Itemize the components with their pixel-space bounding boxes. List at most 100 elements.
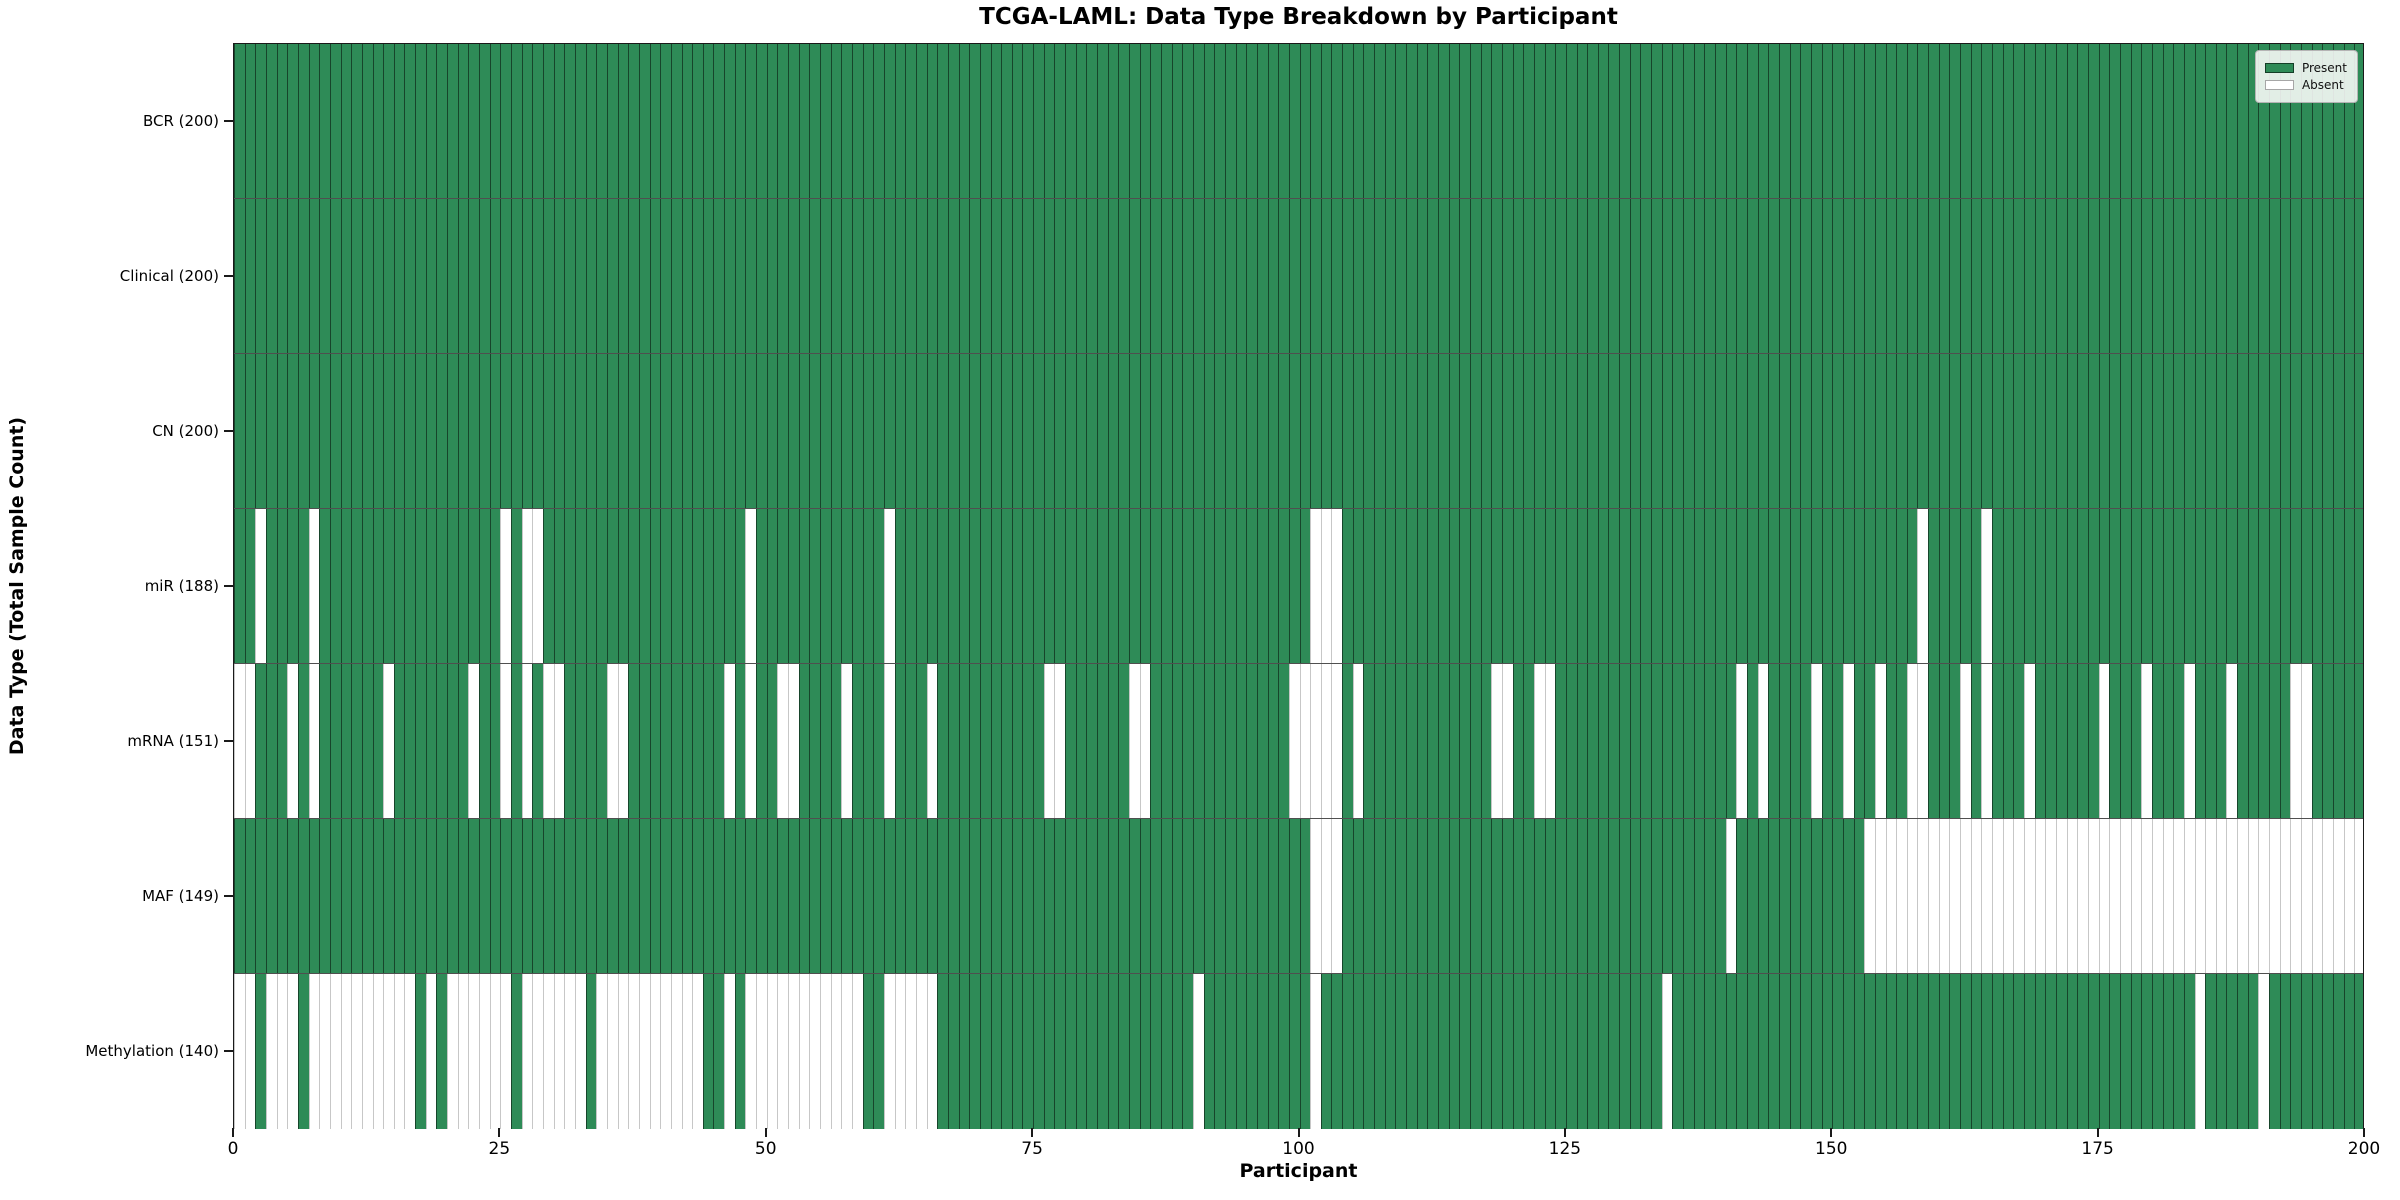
y-tick-mark [224, 894, 233, 897]
heatmap-cell [2215, 199, 2228, 353]
heatmap-cell [1704, 509, 1717, 663]
heatmap-cell [990, 509, 1003, 663]
heatmap-cell [1938, 44, 1951, 198]
heatmap-cell [1832, 354, 1844, 508]
heatmap-cell [1938, 509, 1951, 663]
y-tick-label-miR: miR (188) [144, 576, 219, 595]
heatmap-cell [851, 199, 864, 353]
heatmap-cell [649, 509, 662, 663]
heatmap-cell [2205, 819, 2217, 973]
heatmap-cell [1139, 354, 1152, 508]
heatmap-cell [574, 664, 587, 818]
heatmap-cell [2194, 664, 2207, 818]
heatmap-cell [2183, 819, 2196, 973]
heatmap-cell [851, 354, 864, 508]
heatmap-cell [1182, 974, 1194, 1129]
heatmap-cell [1981, 44, 1994, 198]
heatmap-cell [244, 199, 257, 353]
heatmap-cell [1097, 44, 1109, 198]
heatmap-cell [894, 974, 907, 1129]
heatmap-cell [234, 354, 246, 508]
heatmap-cell [1683, 974, 1695, 1129]
heatmap-cell [1949, 819, 1962, 973]
heatmap-cell [361, 354, 374, 508]
heatmap-cell [2311, 974, 2324, 1129]
heatmap-cell [1747, 509, 1759, 663]
heatmap-cell [2077, 509, 2089, 663]
heatmap-cell [841, 44, 853, 198]
heatmap-cell [766, 354, 779, 508]
heatmap-cell [809, 664, 821, 818]
heatmap-cell [361, 664, 374, 818]
heatmap-cell [713, 974, 726, 1129]
heatmap-cell [1043, 974, 1056, 1129]
heatmap-cell [1491, 974, 1503, 1129]
heatmap-cell [905, 509, 917, 663]
heatmap-cell [1086, 44, 1099, 198]
heatmap-cell [2056, 509, 2068, 663]
heatmap-cell [542, 199, 555, 353]
heatmap-cell [564, 199, 576, 353]
heatmap-cell [1342, 664, 1354, 818]
heatmap-cell [2247, 664, 2260, 818]
heatmap-cell [1715, 509, 1727, 663]
heatmap-cell [2279, 354, 2292, 508]
heatmap-cell [1640, 354, 1653, 508]
heatmap-cell [1928, 819, 1940, 973]
heatmap-cell [1278, 974, 1290, 1129]
heatmap-cell [1320, 819, 1333, 973]
heatmap-cell [308, 509, 321, 663]
heatmap-cell [756, 199, 768, 353]
heatmap-cell [1608, 664, 1621, 818]
heatmap-cell [1789, 974, 1802, 1129]
heatmap-cell [617, 974, 630, 1129]
heatmap-cell [2237, 354, 2249, 508]
heatmap-cell [1683, 819, 1695, 973]
heatmap-cell [2130, 819, 2143, 973]
heatmap-cell [1491, 354, 1503, 508]
heatmap-cell [1086, 974, 1099, 1129]
heatmap-cell [372, 819, 385, 973]
heatmap-cell [234, 44, 246, 198]
heatmap-cell [1182, 354, 1194, 508]
heatmap-cell [1501, 509, 1514, 663]
heatmap-cell [1001, 819, 1013, 973]
heatmap-cell [1342, 819, 1354, 973]
heatmap-cell [788, 664, 800, 818]
heatmap-cell [894, 819, 907, 973]
heatmap-cell [1469, 509, 1482, 663]
x-tick-mark [2096, 1128, 2099, 1137]
heatmap-cell [2013, 509, 2026, 663]
heatmap-cell [1118, 819, 1130, 973]
heatmap-cell [2258, 354, 2271, 508]
heatmap-cell [1395, 509, 1408, 663]
heatmap-cell [436, 354, 449, 508]
heatmap-cell [2354, 44, 2363, 198]
heatmap-cell [2173, 819, 2185, 973]
heatmap-cell [1960, 199, 1972, 353]
heatmap-cell [756, 44, 768, 198]
heatmap-cell [1874, 974, 1887, 1129]
heatmap-cell [596, 974, 608, 1129]
heatmap-cell [265, 974, 278, 1129]
heatmap-cell [1043, 819, 1056, 973]
heatmap-cell [841, 664, 853, 818]
y-tick-label-MAF: MAF (149) [142, 886, 219, 905]
heatmap-cell [521, 199, 534, 353]
heatmap-cell [2024, 44, 2036, 198]
heatmap-cell [2056, 974, 2068, 1129]
heatmap-cell [915, 509, 928, 663]
heatmap-cell [756, 664, 768, 818]
heatmap-cell [894, 354, 907, 508]
heatmap-cell [873, 819, 885, 973]
heatmap-cell [1970, 44, 1983, 198]
heatmap-cell [1182, 509, 1194, 663]
heatmap-cell [1203, 819, 1216, 973]
heatmap-cell [585, 354, 598, 508]
heatmap-cell [915, 199, 928, 353]
heatmap-cell [745, 199, 758, 353]
heatmap-cell [2311, 509, 2324, 663]
heatmap-cell [1033, 664, 1045, 818]
heatmap-cell [2109, 44, 2121, 198]
heatmap-cell [1874, 664, 1887, 818]
